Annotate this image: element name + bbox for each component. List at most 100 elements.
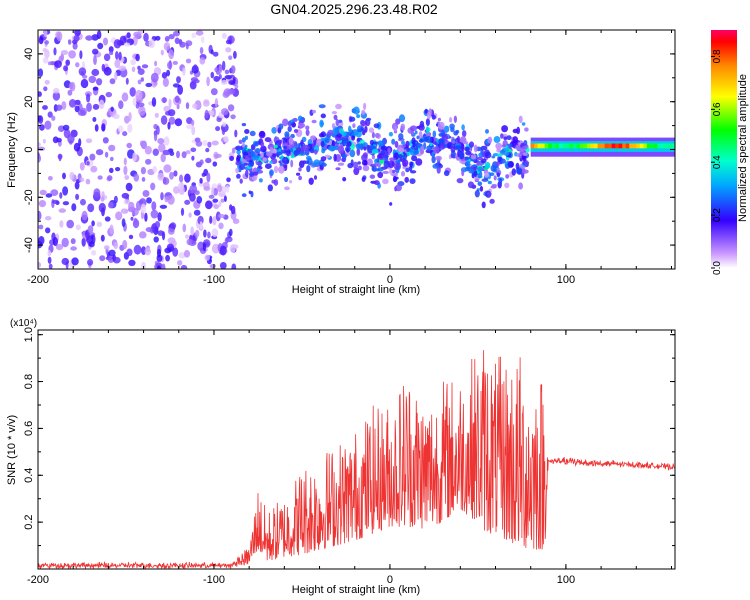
- heatmap-cell: [75, 62, 80, 68]
- heatmap-cell: [493, 175, 497, 181]
- heatmap-cell: [53, 88, 60, 94]
- heatmap-cell: [176, 76, 181, 84]
- heatmap-cell: [212, 161, 218, 167]
- heatmap-cell: [184, 199, 191, 205]
- heatmap-cell: [296, 172, 301, 176]
- heatmap-cell: [176, 150, 180, 159]
- heatmap-cell: [138, 106, 146, 116]
- heatmap-cell: [433, 146, 440, 154]
- heatmap-cell: [182, 223, 187, 233]
- heatmap-cell: [193, 79, 200, 84]
- heatmap-cell: [44, 40, 49, 45]
- heatmap-cell: [388, 131, 393, 137]
- heatmap-cell: [352, 123, 356, 129]
- heatmap-cell: [361, 154, 368, 162]
- heatmap-cell: [282, 118, 289, 127]
- heatmap-cell: [227, 104, 235, 112]
- heatmap-cell: [497, 153, 503, 158]
- heatmap-cell: [38, 68, 44, 77]
- heatmap-cell: [198, 181, 204, 187]
- heatmap-cell: [443, 170, 450, 177]
- heatmap-cell: [383, 160, 390, 169]
- heatmap-cell: [63, 65, 69, 72]
- line-segment: [632, 143, 637, 149]
- heatmap-cell: [314, 175, 317, 180]
- heatmap-cell: [221, 108, 229, 116]
- line-segment: [668, 143, 672, 149]
- heatmap-cell: [191, 32, 196, 38]
- line-segment: [534, 143, 539, 149]
- heatmap-cell: [334, 127, 339, 136]
- y-tick-label: 0: [23, 146, 35, 152]
- heatmap-cell: [189, 80, 197, 90]
- heatmap-cell: [289, 180, 293, 184]
- heatmap-cell: [139, 140, 144, 147]
- heatmap-cell: [224, 69, 230, 75]
- colorbar-tick-label: 0.4: [712, 155, 723, 169]
- line-segment: [660, 143, 665, 149]
- heatmap-cell: [210, 71, 215, 79]
- heatmap-cell: [133, 244, 142, 255]
- heatmap-cell: [199, 159, 204, 165]
- heatmap-cell: [100, 234, 105, 242]
- colorbar-gradient: [711, 30, 737, 268]
- heatmap-cell: [302, 144, 310, 151]
- heatmap-cell: [86, 102, 92, 113]
- heatmap-cell: [484, 172, 490, 178]
- heatmap-cell: [402, 153, 407, 161]
- heatmap-cell: [44, 120, 52, 130]
- heatmap-cell: [311, 119, 317, 124]
- heatmap-cell: [410, 125, 417, 131]
- heatmap-cell: [199, 177, 203, 184]
- heatmap-cell: [123, 165, 128, 176]
- heatmap-cell: [153, 236, 159, 243]
- heatmap-cell: [293, 129, 299, 133]
- heatmap-cell: [140, 203, 146, 214]
- heatmap-cell: [236, 156, 240, 163]
- heatmap-cell: [185, 102, 190, 110]
- heatmap-cell: [221, 79, 228, 85]
- colorbar-label: Normalized spectral amplitude: [737, 74, 749, 222]
- heatmap-cell: [201, 172, 206, 177]
- heatmap-cell: [103, 37, 108, 46]
- heatmap-cell: [335, 167, 341, 171]
- heatmap-cell: [108, 46, 114, 53]
- heatmap-cell: [78, 67, 87, 76]
- heatmap-cell: [209, 215, 213, 224]
- heatmap-cell: [357, 161, 361, 165]
- heatmap-cell: [374, 158, 378, 164]
- heatmap-cell: [95, 149, 104, 156]
- heatmap-cell: [406, 150, 411, 157]
- heatmap-cell: [144, 145, 152, 155]
- heatmap-cell: [241, 137, 246, 143]
- snr-frame: [37, 329, 676, 570]
- heatmap-cell: [361, 176, 366, 182]
- heatmap-cell: [206, 76, 210, 87]
- heatmap-cell: [199, 47, 204, 55]
- heatmap-cell: [65, 59, 70, 66]
- heatmap-cell: [103, 66, 112, 76]
- heatmap-cell: [100, 196, 105, 202]
- heatmap-cell: [324, 138, 330, 144]
- line-segment: [580, 143, 584, 149]
- heatmap-cell: [87, 259, 94, 266]
- heatmap-cell: [226, 177, 231, 183]
- heatmap-cell: [90, 165, 98, 173]
- heatmap-cell: [61, 101, 67, 110]
- heatmap-cell: [172, 247, 179, 257]
- heatmap-cell: [225, 185, 230, 193]
- heatmap-cell: [516, 126, 521, 135]
- heatmap-cell: [121, 92, 129, 102]
- heatmap-cell: [300, 139, 304, 147]
- heatmap-cell: [190, 226, 195, 236]
- heatmap-cell: [210, 88, 218, 96]
- heatmap-cell: [432, 163, 440, 169]
- heatmap-cell: [497, 155, 502, 163]
- heatmap-cell: [247, 162, 254, 167]
- heatmap-cell: [459, 136, 467, 143]
- heatmap-cell: [491, 183, 498, 187]
- heatmap-cell: [368, 127, 375, 133]
- heatmap-cell: [108, 144, 116, 152]
- heatmap-cell: [157, 230, 164, 236]
- heatmap-cell: [80, 198, 86, 206]
